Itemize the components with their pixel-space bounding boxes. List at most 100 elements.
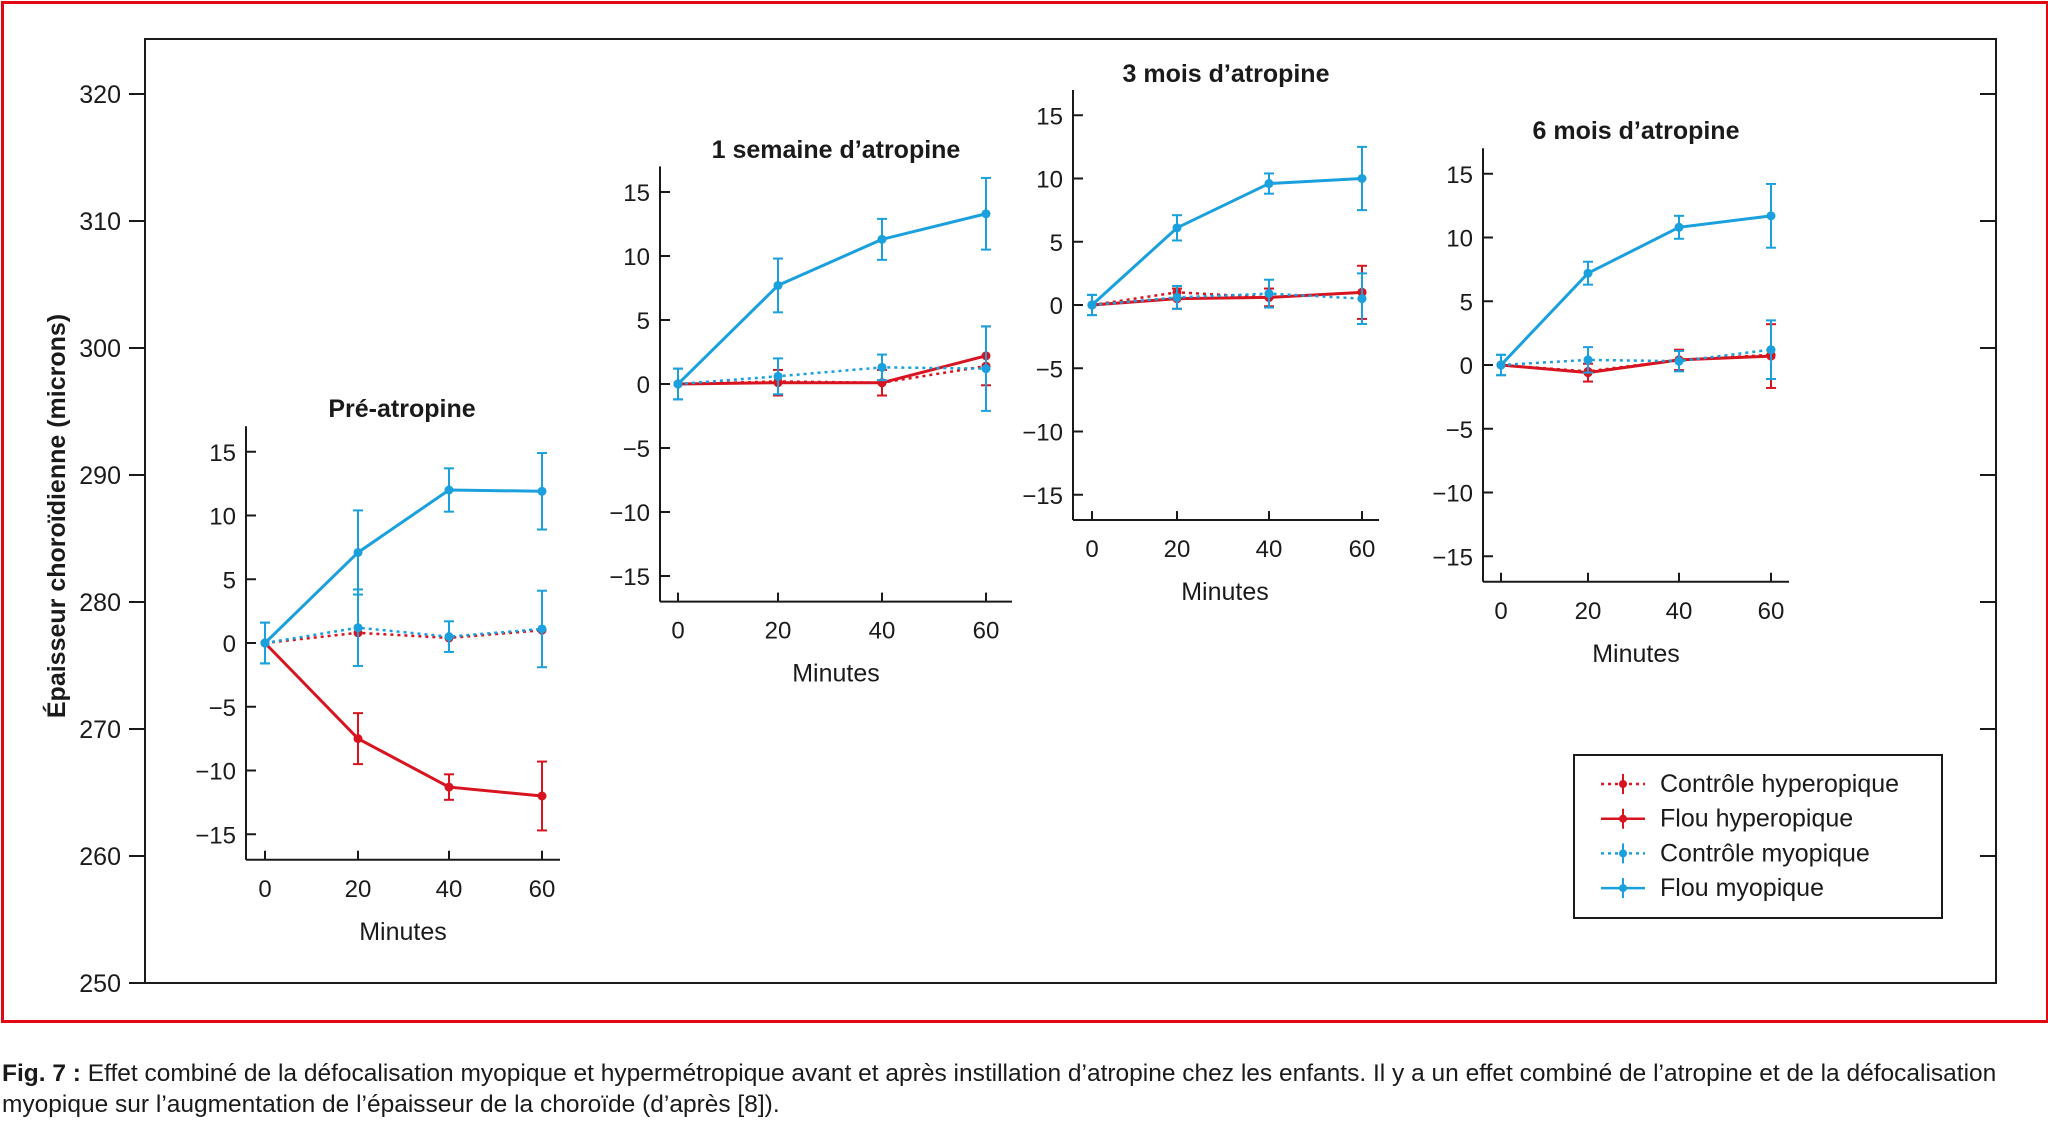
data-point [260,638,270,648]
panel-y-tick-label: 10 [623,244,650,271]
data-point [981,209,991,219]
caption-text: Effet combiné de la défocalisation myopi… [2,1060,1997,1118]
outer-axis-frame [144,38,1997,984]
panel-y-tick-label: 15 [623,180,650,207]
panel-title: 1 semaine d’atropine [712,136,961,164]
panel-y-tick-label: 10 [1446,226,1473,253]
panel-y-tick-label: 15 [1036,103,1063,130]
data-point [1674,222,1684,232]
legend-entry: Flou hyperopique [1601,805,1853,833]
legend-entry: Flou myopique [1601,874,1824,902]
panel-x-tick-label: 40 [1666,598,1693,625]
panel-y-tick-label: −5 [1446,417,1473,444]
panel-y-tick-label: 5 [1050,230,1063,257]
data-point [1766,211,1776,221]
legend-swatch-marker [1619,780,1627,788]
panel-y-tick-label: −15 [1022,483,1063,510]
panel-x-tick-label: 40 [1256,536,1283,563]
series-line [677,366,987,386]
series-line [1091,292,1363,307]
data-point [353,547,363,557]
series-flou-myopique [1087,145,1367,317]
panel-3: 3 mois d’atropine −15 −10 −5 0 5 10 15 0 20 40 60 Mi… [1022,60,1379,606]
figure-caption: Fig. 7 : Effet combiné de la défocalisat… [2,1058,2046,1120]
panel-x-tick-label: 60 [1349,536,1376,563]
panel-y-tick-label: −5 [209,695,236,722]
legend-label: Flou myopique [1660,874,1824,902]
panel-x-tick-label: 0 [671,618,684,645]
panel-y-tick-label: 0 [637,372,650,399]
legend-label: Contrôle hyperopique [1660,770,1899,798]
outer-y-tick-label: 290 [79,462,121,490]
series-contr-le-myopique [673,325,991,412]
data-point [1674,356,1684,366]
data-point [444,782,454,792]
panels: Pré-atropine −15 −10 −5 0 5 10 15 0 20 40 60 Minutes… [195,60,1789,946]
series-contr-le-hyperopique [260,625,547,648]
panel-x-tick-label: 60 [529,876,556,903]
data-point [1172,223,1182,233]
panel-title: Pré-atropine [328,395,475,423]
series-flou-hyperopique [673,325,991,397]
panel-y-tick-label: −10 [195,759,236,786]
panel-y-tick-label: 0 [1460,353,1473,380]
series-line [1500,354,1772,375]
legend-swatch-marker [1619,849,1627,858]
panel-y-tick-label: −15 [1432,544,1473,571]
series-flou-hyperopique [1087,264,1367,320]
panel-y-tick-label: 0 [1050,293,1063,320]
data-point [773,280,783,290]
series-contr-le-myopique [260,588,547,669]
panel-x-axis-label: Minutes [359,918,447,946]
series-flou-myopique [1496,182,1776,377]
panel-x-tick-label: 20 [765,618,792,645]
data-point [537,791,547,801]
figure-frame [1,1,2048,1023]
panel-y-tick-label: 10 [209,504,236,531]
legend: Contrôle hyperopique Flou hyperopique Cont… [1573,754,1943,919]
panel-x-tick-label: 0 [258,876,271,903]
panel-y-tick-label: 5 [1460,289,1473,316]
series-line [1090,177,1363,307]
data-point [1496,360,1506,370]
data-point [444,485,454,495]
panel-x-tick-label: 0 [1494,598,1507,625]
outer-y-tick-label: 310 [79,208,121,236]
panel-4: 6 mois d’atropine −15 −10 −5 0 5 10 15 0 20 40 60 Mi… [1432,117,1789,668]
panel-y-tick-label: −15 [609,564,650,591]
outer-y-tick-label: 320 [79,81,121,109]
data-point [1264,179,1274,189]
data-point [353,623,363,633]
panel-x-tick-label: 20 [1164,536,1191,563]
panel-x-axis-label: Minutes [792,660,880,688]
series-flou-myopique [673,176,991,401]
outer-y-tick-label: 300 [79,335,121,363]
series-line [264,629,543,645]
panel-y-tick-label: −15 [195,822,236,849]
data-point [877,362,887,372]
outer-y-tick-label: 250 [79,970,121,998]
panel-y-tick-label: 10 [1036,167,1063,194]
panel-y-tick-label: −5 [1036,356,1063,383]
panel-x-tick-label: 60 [973,618,1000,645]
panel-x-axis-label: Minutes [1181,578,1269,606]
data-point [773,371,783,381]
panel-x-tick-label: 60 [1758,598,1785,625]
legend-swatch-marker [1619,814,1627,823]
outer-axis: 250 260 270 280 290 300 310 320 Épaisseur choroï… [42,38,1997,998]
panel-1: Pré-atropine −15 −10 −5 0 5 10 15 0 20 40 60 Minutes [195,395,560,946]
panel-x-tick-label: 0 [1085,536,1098,563]
panel-y-tick-label: 15 [1446,162,1473,189]
data-point [353,734,363,744]
series-line [1500,348,1772,367]
data-point [1583,268,1593,278]
data-point [537,486,547,496]
series-line [263,488,543,645]
panel-x-tick-label: 20 [345,876,372,903]
panel-x-axis-label: Minutes [1592,640,1680,668]
legend-label: Contrôle myopique [1660,839,1870,867]
panel-title: 3 mois d’atropine [1123,60,1330,88]
data-point [1172,292,1182,302]
panel-x-tick-label: 40 [436,876,463,903]
data-point [444,632,454,642]
